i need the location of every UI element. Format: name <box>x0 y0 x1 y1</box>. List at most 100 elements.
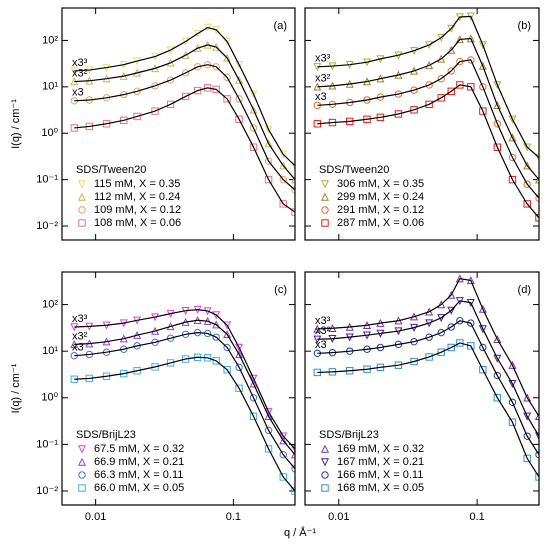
marker <box>212 333 220 341</box>
marker <box>437 33 446 42</box>
marker <box>166 76 175 84</box>
marker <box>478 325 487 334</box>
marker <box>279 175 287 184</box>
marker <box>508 175 517 184</box>
axes-frame <box>61 7 296 241</box>
marker <box>437 314 446 323</box>
marker <box>534 175 539 184</box>
marker <box>290 161 295 170</box>
marker <box>264 445 273 453</box>
marker <box>279 451 287 459</box>
y-tick-label: 10⁰ <box>41 392 58 404</box>
marker <box>181 50 190 59</box>
marker <box>249 374 258 383</box>
marker <box>78 484 86 492</box>
marker <box>320 192 330 201</box>
marker <box>523 454 531 463</box>
marker <box>235 95 243 103</box>
plot-area <box>313 12 539 222</box>
marker <box>166 46 175 55</box>
legend-title: SDS/Tween20 <box>76 164 146 176</box>
legend-label: 169 mM, X = 0.32 <box>337 443 424 455</box>
marker <box>133 342 141 350</box>
panel-label: (d) <box>518 284 531 296</box>
marker <box>279 473 287 481</box>
marker <box>320 444 330 453</box>
marker <box>290 445 295 454</box>
legend-label: 291 mM, X = 0.12 <box>337 204 424 216</box>
marker <box>320 180 330 189</box>
legend-label: 66.3 mM, X = 0.11 <box>94 469 183 481</box>
marker <box>410 357 418 366</box>
marker <box>290 175 295 184</box>
marker <box>410 86 418 94</box>
annotation: x3 <box>315 91 327 103</box>
marker <box>437 300 446 309</box>
fit-line <box>74 356 295 492</box>
fit-line <box>317 300 539 437</box>
y-axis-label: I(q) / cm⁻¹ <box>10 99 22 149</box>
marker <box>321 206 329 214</box>
panel: 0.01 0.1 10⁻² 10⁻¹ 10⁰ 10¹ 10² 67.5 mM, X = 0.3… <box>10 271 316 539</box>
marker <box>279 150 288 159</box>
legend-label: 115 mM, X = 0.35 <box>94 178 180 190</box>
marker <box>437 328 445 337</box>
marker <box>77 445 87 454</box>
marker <box>479 366 487 374</box>
marker <box>223 329 232 339</box>
marker <box>478 61 487 70</box>
marker <box>410 106 418 114</box>
marker <box>523 180 531 188</box>
marker <box>493 81 502 90</box>
marker <box>193 86 202 95</box>
legend-title: SDS/BrijL23 <box>76 429 136 441</box>
legend-label: 167 mM, X = 0.21 <box>337 456 424 468</box>
marker <box>479 107 487 115</box>
marker <box>249 412 258 421</box>
marker <box>181 92 190 101</box>
legend-label: 66.0 mM, X = 0.05 <box>94 482 184 494</box>
marker <box>425 353 433 361</box>
y-tick-label: 10⁻¹ <box>36 174 58 186</box>
fit-line <box>74 308 295 450</box>
marker <box>493 371 502 380</box>
marker <box>223 366 231 374</box>
fit-line <box>74 26 295 167</box>
marker <box>447 323 455 331</box>
x-tick-label: 0.01 <box>85 511 106 523</box>
marker <box>235 350 244 359</box>
marker <box>249 124 258 132</box>
marker <box>279 200 287 208</box>
plot-area <box>70 23 295 216</box>
marker <box>212 357 220 365</box>
marker <box>467 319 475 327</box>
fit-line <box>74 319 295 456</box>
fit-line <box>317 59 539 199</box>
marker <box>223 95 231 103</box>
annotation: x3³ <box>72 57 88 69</box>
marker <box>235 75 244 84</box>
y-axis-label: I(q) / cm⁻¹ <box>10 363 22 413</box>
marker <box>235 384 243 392</box>
marker <box>264 175 273 184</box>
marker <box>264 139 273 148</box>
marker <box>447 67 455 75</box>
marker <box>249 394 258 402</box>
plot-area <box>313 274 539 481</box>
marker <box>249 90 258 99</box>
marker <box>523 393 532 402</box>
annotation: x3³ <box>315 315 331 327</box>
marker <box>425 81 433 89</box>
axes-frame <box>304 271 540 506</box>
marker <box>223 73 231 82</box>
legend-label: 287 mM, X = 0.06 <box>337 217 424 229</box>
marker <box>523 412 532 421</box>
y-tick-label: 10¹ <box>42 81 58 93</box>
marker <box>437 94 445 102</box>
marker <box>447 306 456 315</box>
marker <box>212 63 220 71</box>
